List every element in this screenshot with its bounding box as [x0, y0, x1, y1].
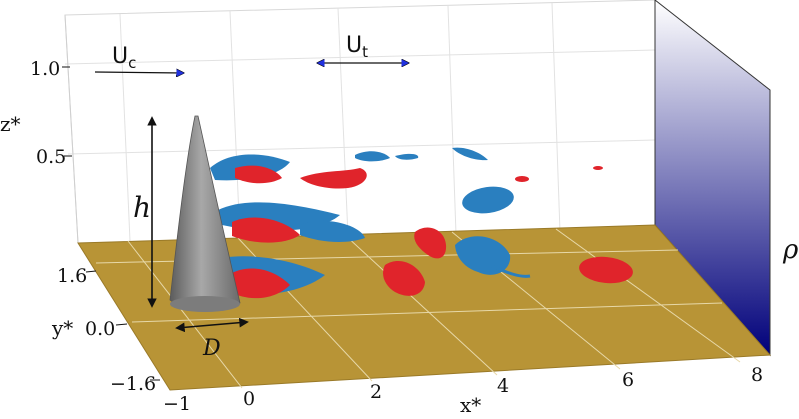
- y-tick-neg-1.6: −1.6: [110, 373, 156, 395]
- flow-velocity-label: Uc: [112, 44, 136, 72]
- y-tick-1.6: 1.6: [57, 265, 87, 287]
- cone-obstacle: [169, 115, 241, 312]
- x-tick-neg-1: −1: [163, 393, 191, 415]
- x-tick-4: 4: [497, 375, 509, 397]
- density-label: ρ: [782, 235, 799, 265]
- flow-velocity-arrow: [94, 72, 183, 73]
- tow-velocity-label: Ut: [346, 33, 368, 61]
- x-tick-6: 6: [622, 369, 634, 391]
- x-tick-2: 2: [370, 381, 382, 403]
- y-tick-0.0: 0.0: [85, 318, 115, 340]
- height-label: h: [133, 191, 151, 224]
- y-axis-label: y*: [51, 316, 73, 340]
- diameter-label: D: [202, 336, 221, 361]
- vortex-positive-structures: [228, 165, 633, 299]
- x-tick-8: 8: [751, 364, 763, 386]
- x-tick-0: 0: [243, 388, 255, 410]
- x-axis-label: x*: [460, 393, 481, 417]
- z-axis-label: z*: [0, 112, 21, 136]
- z-tick-1.0: 1.0: [30, 58, 60, 80]
- diameter-arrow: [175, 317, 249, 333]
- z-tick-0.5: 0.5: [36, 146, 66, 168]
